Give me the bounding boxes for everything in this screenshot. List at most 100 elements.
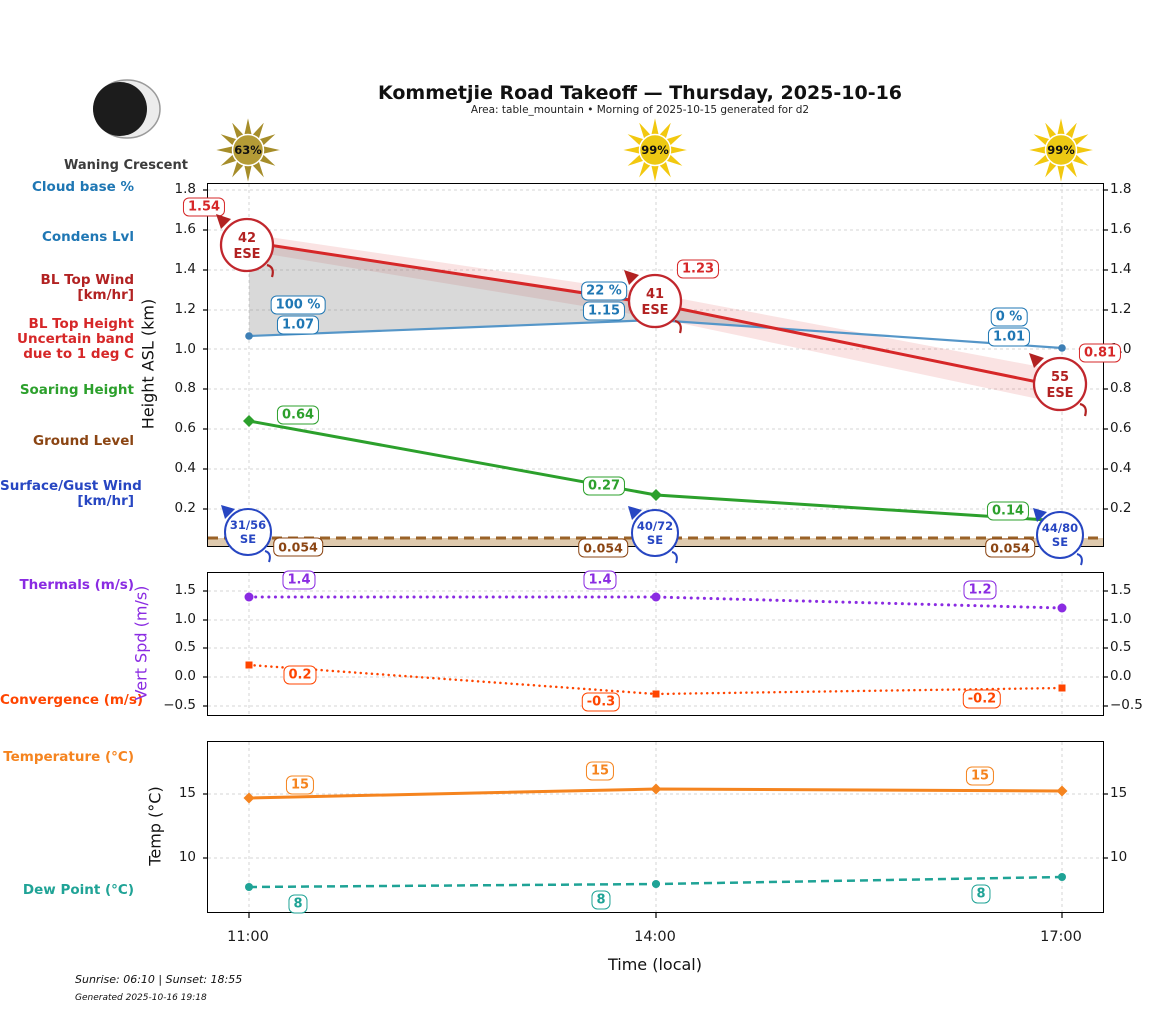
y-tick: 1.0 — [174, 611, 196, 627]
wind-direction-arrow-icon — [1029, 353, 1044, 368]
y-tick: 0.2 — [1110, 500, 1132, 516]
y-tick: 1.4 — [174, 261, 196, 277]
x-axis-title: Time (local) — [607, 955, 702, 974]
y-tick: 0.0 — [1110, 668, 1132, 684]
dew-point-markers — [245, 873, 1066, 891]
svg-text:55: 55 — [1051, 370, 1069, 385]
y-tick: 1.4 — [1110, 261, 1132, 277]
wind-direction-arrow-icon — [624, 270, 639, 285]
y-tick: 1.5 — [174, 582, 196, 598]
dew-point-value: 8 — [288, 894, 308, 914]
y-tick: 1.5 — [1110, 582, 1132, 598]
thermals-value: 1.4 — [282, 570, 316, 590]
convergence-markers — [245, 661, 1066, 698]
label-bl-top-height-1: BL Top Height — [28, 316, 134, 332]
bl-top-value: 1.23 — [676, 259, 720, 279]
label-surface-wind-units: [km/hr] — [77, 493, 134, 509]
y-tick: −0.5 — [1110, 697, 1143, 713]
condens-lvl-value: 1.15 — [582, 301, 626, 321]
y-tick: 0.4 — [1110, 460, 1132, 476]
temperature-value: 15 — [285, 775, 315, 795]
label-convergence: Convergence (m/s) — [0, 692, 144, 708]
label-dew-point: Dew Point (°C) — [22, 882, 134, 898]
y-tick: 1.0 — [174, 341, 196, 357]
label-bl-top-wind: BL Top Wind — [40, 272, 134, 288]
condens-lvl-value: 1.07 — [276, 315, 320, 335]
temperature-value: 15 — [585, 761, 615, 781]
y-tick: 0.8 — [1110, 380, 1132, 396]
label-bl-top-height-2: Uncertain band — [17, 331, 134, 347]
soaring-height-value: 0.14 — [986, 501, 1030, 521]
convergence-value: 0.2 — [283, 665, 317, 685]
y-tick: 0.0 — [174, 668, 196, 684]
y-tick: 0.6 — [1110, 420, 1132, 436]
svg-text:ESE: ESE — [641, 303, 668, 318]
sun-icon-14: 99% — [620, 115, 690, 185]
wind-direction-arrow-icon — [628, 506, 642, 520]
dew-point-value: 8 — [591, 890, 611, 910]
surface-wind-badge: 40/72 SE — [628, 506, 679, 564]
svg-text:40/72: 40/72 — [637, 519, 673, 533]
dew-point-value: 8 — [971, 884, 991, 904]
y-tick: 1.2 — [174, 301, 196, 317]
svg-text:31/56: 31/56 — [230, 518, 266, 532]
svg-text:41: 41 — [646, 287, 664, 302]
svg-text:99%: 99% — [1047, 143, 1075, 157]
svg-text:SE: SE — [1052, 535, 1068, 549]
cloud-base-pct: 0 % — [990, 307, 1028, 327]
temperature-value: 15 — [965, 766, 995, 786]
label-surface-wind: Surface/Gust Wind — [0, 478, 142, 494]
x-tick: 14:00 — [634, 929, 676, 945]
sun-icon-17: 99% — [1026, 115, 1096, 185]
ground-level-value: 0.054 — [985, 538, 1035, 558]
svg-text:42: 42 — [238, 231, 256, 246]
height-axis-title: Height ASL (km) — [138, 298, 158, 430]
y-tick: 15 — [178, 785, 196, 801]
label-temperature: Temperature (°C) — [3, 749, 134, 765]
moon-phase-icon — [93, 79, 161, 139]
bl-top-wind-badge: 42 ESE — [216, 214, 275, 278]
sun-icon-11: 63% — [213, 115, 283, 185]
svg-text:SE: SE — [240, 532, 256, 546]
svg-text:44/80: 44/80 — [1042, 521, 1078, 535]
vertspd-panel-plot — [203, 573, 1108, 715]
height-panel-plot — [203, 184, 1108, 546]
wind-direction-arrow-icon — [216, 214, 231, 229]
generated-text: Generated 2025-10-16 19:18 — [75, 993, 207, 1003]
temp-panel — [203, 741, 1108, 918]
label-bl-top-height-3: due to 1 deg C — [23, 346, 134, 362]
bl-top-value: 1.54 — [182, 197, 226, 217]
label-cloud-base: Cloud base % — [32, 179, 134, 195]
bl-top-wind-badge: 55 ESE — [1029, 353, 1088, 417]
y-tick: 1.6 — [174, 221, 196, 237]
y-tick: 0.5 — [1110, 639, 1132, 655]
label-bl-top-wind-units: [km/hr] — [77, 287, 134, 303]
svg-text:63%: 63% — [234, 143, 262, 157]
surface-wind-badge: 31/56 SE — [221, 505, 272, 563]
label-condens-lvl: Condens Lvl — [42, 229, 134, 245]
soaring-height-value: 0.27 — [582, 476, 626, 496]
wind-direction-arrow-icon — [1033, 508, 1047, 522]
surface-wind-badge: 44/80 SE — [1033, 508, 1084, 566]
wind-direction-arrow-icon — [221, 505, 235, 519]
y-tick: −0.5 — [163, 697, 196, 713]
svg-text:SE: SE — [647, 533, 663, 547]
vertspd-panel — [203, 572, 1108, 716]
label-soaring-height: Soaring Height — [19, 382, 134, 398]
label-thermals: Thermals (m/s) — [19, 577, 134, 593]
y-tick: 10 — [178, 849, 196, 865]
y-tick: 1.8 — [174, 181, 196, 197]
svg-text:ESE: ESE — [233, 247, 260, 262]
ground-level-value: 0.054 — [578, 538, 628, 558]
x-tick: 17:00 — [1040, 929, 1082, 945]
y-tick: 1.6 — [1110, 221, 1132, 237]
soaring-height-value: 0.64 — [276, 405, 320, 425]
y-tick: 0.6 — [174, 420, 196, 436]
bl-top-wind-badge: 41 ESE — [624, 270, 683, 334]
y-tick: 10 — [1110, 849, 1128, 865]
thermals-value: 1.4 — [583, 570, 617, 590]
vertspd-axis-title: Vert Spd (m/s) — [131, 585, 151, 701]
y-tick: 0.4 — [174, 460, 196, 476]
label-ground-level: Ground Level — [33, 433, 134, 449]
